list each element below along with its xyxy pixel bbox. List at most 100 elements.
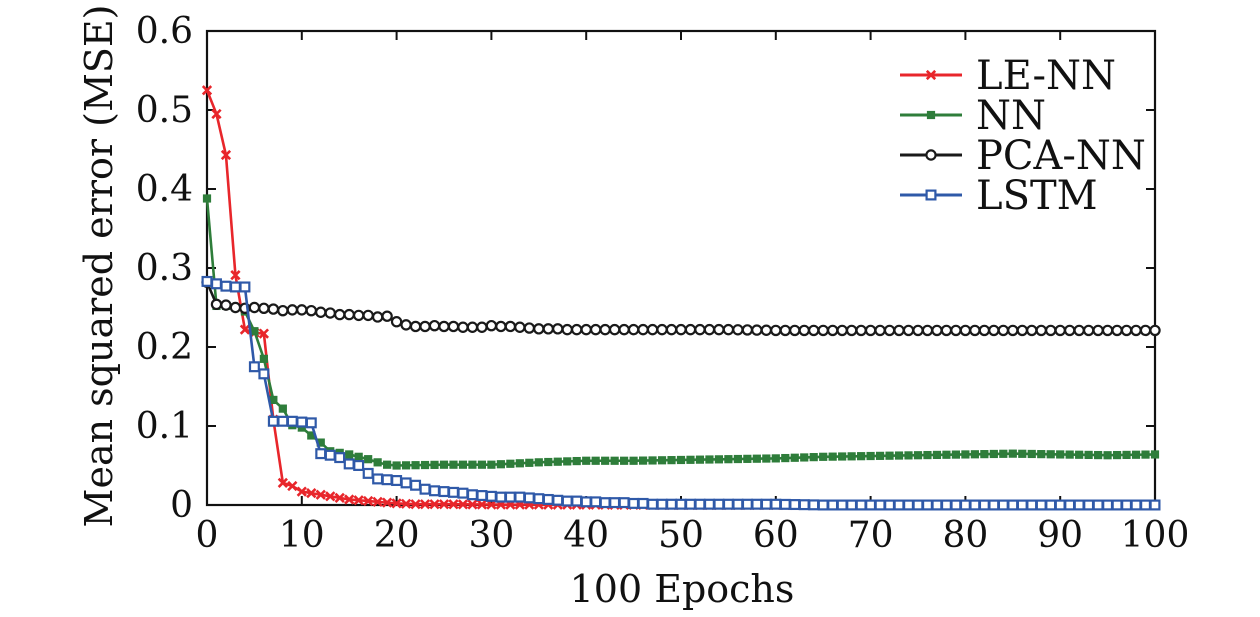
- data-point-nn: [875, 451, 885, 460]
- data-point-pca-nn: [883, 324, 896, 337]
- data-point-lstm: [1045, 499, 1057, 511]
- data-point-lstm: [1007, 499, 1019, 511]
- data-point-nn: [487, 460, 496, 469]
- data-point-lstm: [485, 490, 497, 502]
- data-point-lstm: [874, 499, 886, 511]
- data-point-lstm: [1016, 499, 1028, 511]
- data-point-lstm: [296, 416, 308, 428]
- data-point-lstm: [637, 497, 649, 509]
- data-point-nn: [857, 452, 866, 461]
- data-point-pca-nn: [836, 324, 848, 337]
- marker-stroke: [476, 499, 488, 510]
- y-tick-label: 0.1: [136, 406, 193, 447]
- data-point-nn: [980, 450, 989, 459]
- data-point-nn: [610, 456, 619, 465]
- data-point-lstm: [732, 498, 744, 510]
- data-point-nn: [449, 460, 458, 469]
- data-point-lstm: [561, 495, 573, 507]
- data-point-lstm: [1083, 499, 1095, 511]
- data-point-lstm: [647, 498, 659, 510]
- data-point-le-nn: [239, 324, 251, 335]
- marker-stroke: [334, 492, 345, 504]
- data-point-pca-nn: [959, 324, 972, 337]
- data-point-nn: [411, 461, 420, 470]
- data-point-nn: [1037, 450, 1046, 459]
- data-point-lstm: [334, 452, 346, 464]
- data-point-pca-nn: [504, 320, 517, 333]
- data-point-lstm: [713, 498, 725, 510]
- data-point-nn: [572, 456, 581, 466]
- data-point-pca-nn: [694, 323, 706, 336]
- data-point-pca-nn: [533, 323, 545, 335]
- data-point-le-nn: [296, 486, 307, 497]
- marker-stroke: [382, 497, 393, 508]
- data-point-pca-nn: [770, 324, 782, 337]
- data-point-nn: [904, 451, 913, 460]
- data-point-pca-nn: [334, 308, 346, 321]
- data-point-lstm: [429, 485, 441, 497]
- data-point-pca-nn: [751, 324, 763, 336]
- data-point-pca-nn: [324, 307, 336, 319]
- data-point-nn: [278, 404, 287, 413]
- data-point-nn: [620, 456, 629, 465]
- data-point-lstm: [846, 499, 858, 511]
- axes-layer: 0 10 20 30 40 50 60 70 80 90 100 0 0.1 0.2 0.3 0.4 0.5 0.…: [136, 11, 1190, 556]
- data-point-pca-nn: [997, 324, 1010, 337]
- data-point-nn: [553, 457, 562, 466]
- data-point-nn: [439, 460, 449, 469]
- data-point-lstm: [580, 496, 592, 508]
- data-point-lstm: [1121, 499, 1133, 511]
- data-point-pca-nn: [902, 324, 915, 337]
- data-point-lstm: [912, 499, 924, 511]
- data-point-pca-nn: [258, 302, 270, 314]
- legend-label-lstm: LSTM: [976, 173, 1098, 219]
- data-point-nn: [800, 453, 809, 462]
- data-point-lstm: [1073, 499, 1085, 511]
- data-point-nn: [1122, 450, 1131, 460]
- data-point-lstm: [210, 278, 222, 290]
- data-point-pca-nn: [1092, 324, 1104, 337]
- data-point-pca-nn: [608, 323, 621, 336]
- data-point-pca-nn: [466, 321, 479, 333]
- data-point-lstm: [239, 281, 251, 293]
- data-point-nn: [714, 455, 724, 464]
- data-point-pca-nn: [1073, 324, 1085, 337]
- data-point-nn: [838, 452, 847, 461]
- data-point-pca-nn: [741, 324, 754, 336]
- data-point-nn: [847, 452, 856, 461]
- data-point-nn: [1112, 450, 1122, 460]
- data-point-pca-nn: [798, 324, 810, 337]
- x-tick-label: 100: [1121, 515, 1190, 556]
- data-point-nn: [743, 454, 752, 463]
- data-point-nn: [383, 460, 392, 469]
- data-point-pca-nn: [618, 323, 630, 336]
- data-point-nn: [525, 458, 534, 467]
- data-point-pca-nn: [627, 323, 640, 336]
- data-point-nn: [392, 461, 401, 470]
- data-point-pca-nn: [409, 320, 422, 333]
- legend-label-pca-nn: PCA-NN: [976, 133, 1146, 179]
- data-point-le-nn: [315, 489, 326, 500]
- data-point-le-nn: [211, 108, 222, 120]
- marker-stroke: [400, 498, 412, 509]
- data-point-nn: [951, 450, 961, 459]
- data-point-lstm: [343, 458, 355, 470]
- marker-stroke: [344, 494, 355, 505]
- data-point-pca-nn: [817, 324, 829, 337]
- data-point-pca-nn: [220, 299, 232, 311]
- data-point-pca-nn: [571, 323, 583, 336]
- legend-item-le-nn: LE-NN: [900, 53, 1116, 99]
- data-point-lstm: [495, 491, 507, 503]
- data-point-pca-nn: [1035, 324, 1047, 337]
- data-point-pca-nn: [447, 320, 460, 333]
- data-point-pca-nn: [362, 309, 374, 322]
- data-point-nn: [961, 450, 970, 459]
- data-point-lstm: [779, 498, 791, 510]
- data-point-lstm: [694, 498, 706, 510]
- data-point-nn: [1094, 450, 1103, 460]
- x-tick-label: 10: [279, 515, 325, 556]
- data-point-lstm: [817, 499, 829, 511]
- data-point-pca-nn: [912, 324, 924, 337]
- x-tick-label: 0: [196, 515, 219, 556]
